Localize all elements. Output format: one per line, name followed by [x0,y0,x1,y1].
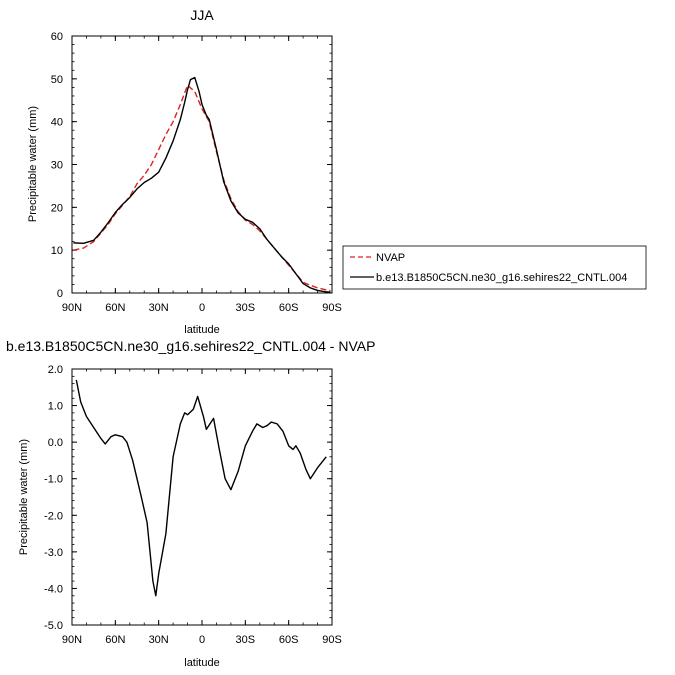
bottom-xtick-label: 0 [199,634,205,646]
top-chart-ylabel: Precipitable water (mm) [27,106,39,222]
top-xtick-label: 90N [62,302,82,314]
legend: NVAP b.e13.B1850C5CN.ne30_g16.sehires22_… [342,245,647,290]
bottom-chart-ylabel: Precipitable water (mm) [18,439,30,555]
bottom-ytick-label: -3.0 [44,547,63,559]
top-ytick-label: 20 [51,202,63,214]
top-xtick-label: 90S [322,302,342,314]
top-xtick-label: 30S [236,302,256,314]
legend-frame [342,245,647,290]
top-ytick-label: 10 [51,245,63,257]
top-series-line-model [73,76,331,293]
bottom-ytick-label: -1.0 [44,474,63,486]
bottom-ytick-label: -2.0 [44,510,63,522]
bottom-ytick-label: -5.0 [44,620,63,632]
bottom-chart-xlabel: latitude [184,657,219,669]
top-xtick-label: 30N [149,302,169,314]
bottom-xtick-label: 30S [236,634,256,646]
bottom-xtick-label: 90S [322,634,342,646]
top-ytick-label: 0 [57,288,63,300]
bottom-xtick-label: 90N [62,634,82,646]
bottom-xtick-label: 60S [279,634,299,646]
top-ytick-label: 60 [51,31,63,43]
top-xtick-label: 60S [279,302,299,314]
legend-label-nvap: NVAP [376,252,405,264]
top-series-line-nvap [73,84,331,292]
bottom-series-line-model [75,379,327,597]
bottom-xtick-label: 30N [149,634,169,646]
bottom-ytick-label: 0.0 [48,437,63,449]
top-plot-area: 90N 60N 30N 0 30S 60S 90S 0 10 20 30 40 50 60 [51,31,342,314]
top-chart-xlabel: latitude [184,324,219,336]
top-ytick-label: 40 [51,117,63,129]
bottom-chart-frame [71,368,333,626]
top-xtick-label: 60N [105,302,125,314]
top-chart-title: JJA [190,7,214,23]
top-xtick-label: 0 [199,302,205,314]
bottom-ytick-label: 1.0 [48,401,63,413]
legend-label-model: b.e13.B1850C5CN.ne30_g16.sehires22_CNTL.… [376,272,627,284]
top-ytick-label: 30 [51,160,63,172]
bottom-chart-title: b.e13.B1850C5CN.ne30_g16.sehires22_CNTL.… [6,338,375,354]
bottom-ytick-label: 2.0 [48,364,63,376]
top-chart-frame [71,35,333,294]
bottom-plot-area: 90N 60N 30N 0 30S 60S 90S 2.0 1.0 0.0 -1.0 -2.0 -3.0… [44,364,342,646]
bottom-ytick-label: -4.0 [44,583,63,595]
top-ytick-label: 50 [51,74,63,86]
bottom-xtick-label: 60N [105,634,125,646]
